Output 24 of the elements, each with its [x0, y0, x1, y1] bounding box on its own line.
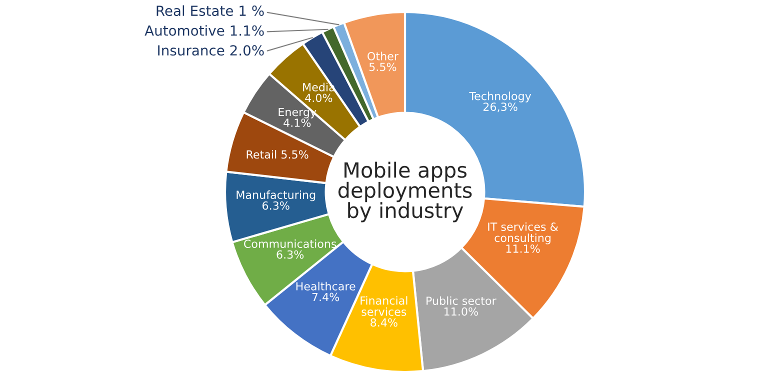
slice-label: Communications: [244, 239, 336, 248]
slice-label: Financial services: [360, 296, 408, 316]
slice-label: Manufacturing: [236, 190, 316, 202]
slice-label: Real Estate 1 %: [156, 5, 264, 16]
data-label: 6.3%: [276, 250, 304, 259]
slice-label: Healthcare: [296, 282, 356, 290]
data-label: 11.0%: [444, 307, 478, 316]
slice-label: Other: [368, 52, 398, 60]
data-label: 5.5%: [369, 62, 396, 72]
slice-label: Automotive 1.1%: [144, 25, 264, 36]
data-label: 4.0%: [305, 94, 332, 102]
data-label: 6.3%: [262, 201, 290, 210]
slice-label: Technology: [469, 92, 532, 102]
data-label: 7.4%: [312, 292, 340, 302]
data-label: 8.4%: [370, 318, 398, 327]
data-label: 4.1%: [284, 118, 311, 127]
data-label: 11.1%: [506, 244, 540, 253]
data-label: 5.5%: [282, 150, 308, 159]
text: Mobile apps deployments by industry: [338, 162, 472, 222]
slice-label: Retail: [246, 150, 276, 159]
slice-label: IT services & consulting: [488, 222, 558, 244]
data-label: 26,3%: [483, 102, 518, 112]
slice-label: Public sector: [426, 296, 496, 305]
slice-label: Insurance 2.0%: [158, 45, 264, 56]
